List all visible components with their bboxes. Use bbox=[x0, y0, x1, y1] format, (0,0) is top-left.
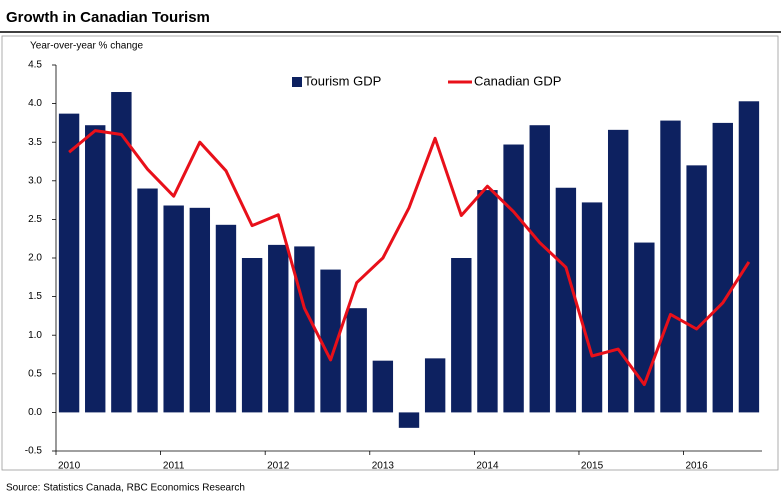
bar bbox=[320, 269, 341, 413]
legend-swatch bbox=[292, 77, 302, 87]
bar bbox=[372, 360, 394, 413]
bar bbox=[163, 205, 184, 413]
y-tick-label: 3.5 bbox=[28, 137, 42, 148]
source: Source: Statistics Canada, RBC Economics… bbox=[6, 483, 245, 494]
bar bbox=[215, 224, 237, 413]
bar bbox=[189, 207, 211, 413]
bar bbox=[451, 258, 472, 413]
bar bbox=[503, 144, 524, 413]
y-tick-label: 0.5 bbox=[28, 368, 42, 379]
y-tick-label: 1.5 bbox=[28, 291, 42, 302]
bar bbox=[424, 358, 446, 413]
bar bbox=[581, 202, 603, 413]
y-tick-label: 0.0 bbox=[28, 407, 42, 418]
bar bbox=[738, 101, 760, 413]
bar bbox=[660, 120, 681, 413]
bar bbox=[241, 258, 263, 413]
y-tick-label: 3.0 bbox=[28, 175, 42, 186]
y-tick-label: -0.5 bbox=[25, 446, 43, 457]
bar bbox=[85, 125, 106, 413]
bar bbox=[607, 129, 629, 413]
bar bbox=[268, 244, 289, 413]
chart-title: Growth in Canadian Tourism bbox=[6, 9, 210, 26]
x-tick-label: 2011 bbox=[163, 461, 185, 472]
frame bbox=[1, 35, 779, 471]
bar bbox=[58, 113, 80, 413]
bar bbox=[529, 125, 550, 413]
bar bbox=[712, 122, 733, 413]
x-tick-label: 2010 bbox=[58, 461, 81, 472]
x-tick-label: 2016 bbox=[686, 461, 709, 472]
x-tick-label: 2015 bbox=[581, 461, 604, 472]
x-tick-label: 2013 bbox=[372, 461, 395, 472]
bar bbox=[398, 412, 420, 428]
x-tick-label: 2014 bbox=[476, 461, 499, 472]
legend-label: Tourism GDP bbox=[304, 73, 381, 88]
bar bbox=[137, 188, 158, 413]
y-tick-label: 1.0 bbox=[28, 330, 42, 341]
bar bbox=[346, 308, 367, 413]
line bbox=[68, 129, 751, 387]
y-axis-label: Year-over-year % change bbox=[30, 41, 143, 52]
bar bbox=[477, 190, 498, 413]
y-tick-label: 2.0 bbox=[28, 253, 42, 264]
y-tick-label: 2.5 bbox=[28, 214, 42, 225]
bar bbox=[294, 246, 315, 413]
bar bbox=[555, 187, 577, 413]
bar bbox=[686, 165, 707, 413]
legend-label: Canadian GDP bbox=[474, 73, 561, 88]
bar bbox=[634, 242, 655, 413]
y-tick-label: 4.5 bbox=[28, 60, 42, 71]
x-tick-label: 2012 bbox=[267, 461, 290, 472]
y-tick-label: 4.0 bbox=[28, 98, 42, 109]
bar bbox=[111, 92, 132, 413]
